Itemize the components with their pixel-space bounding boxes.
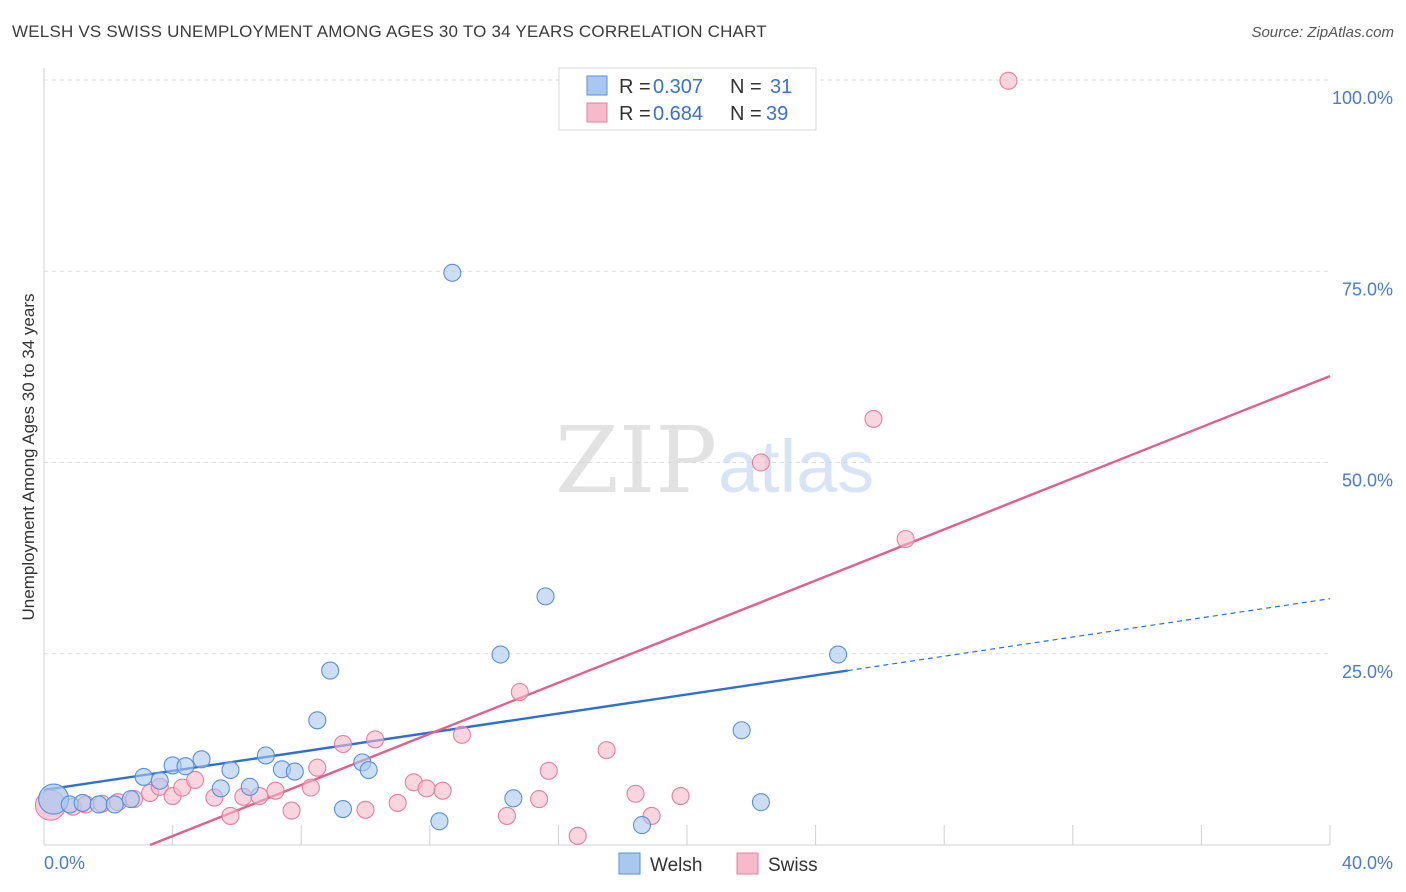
point-swiss-16: [282, 801, 301, 820]
point-welsh-13: [240, 777, 259, 796]
point-swiss-38: [896, 529, 915, 549]
point-swiss-24: [417, 779, 436, 798]
point-swiss-25: [433, 781, 452, 800]
point-welsh-10: [192, 750, 211, 769]
point-welsh-14: [256, 746, 275, 765]
point-swiss-36: [751, 453, 770, 472]
legend-n-value-welsh: 31: [770, 76, 792, 98]
chart-title: WELSH VS SWISS UNEMPLOYMENT AMONG AGES 3…: [12, 22, 767, 41]
point-swiss-32: [597, 741, 616, 760]
data-points: [34, 71, 1018, 845]
legend-r-value-swiss: 0.684: [653, 103, 703, 125]
legend-n-value-swiss: 39: [766, 103, 788, 125]
legend-r-label-welsh: R =: [619, 76, 656, 98]
point-swiss-18: [308, 758, 327, 777]
series-legend: Welsh Swiss: [618, 852, 818, 876]
point-swiss-28: [510, 682, 529, 702]
bottom-legend-label-swiss: Swiss: [768, 855, 818, 876]
point-swiss-35: [671, 786, 690, 806]
point-swiss-19: [333, 734, 353, 754]
point-welsh-28: [732, 721, 751, 740]
x-tick-label-max: 40.0%: [1342, 853, 1393, 873]
point-welsh-3: [89, 795, 108, 814]
point-swiss-31: [568, 826, 587, 845]
point-welsh-12: [221, 760, 240, 780]
point-welsh-2: [73, 793, 92, 812]
point-welsh-24: [491, 645, 510, 664]
y-axis-label: Unemployment Among Ages 30 to 34 years: [19, 294, 38, 621]
point-swiss-22: [388, 793, 407, 812]
point-swiss-27: [497, 806, 517, 825]
trend-line-welsh: [43, 669, 848, 792]
point-swiss-10: [186, 770, 205, 790]
point-welsh-22: [430, 812, 449, 831]
point-swiss-39: [999, 71, 1018, 90]
trend-line-extension-welsh: [847, 598, 1331, 672]
point-welsh-17: [308, 711, 327, 730]
point-swiss-33: [626, 784, 645, 803]
bottom-legend-label-welsh: Welsh: [650, 855, 702, 876]
point-swiss-30: [539, 761, 558, 780]
point-swiss-12: [221, 806, 240, 825]
point-welsh-19: [333, 799, 353, 819]
legend-swatch-welsh: [586, 75, 608, 96]
y-axis-tick-labels: 25.0% 50.0% 75.0% 100.0%: [1332, 88, 1393, 682]
point-swiss-15: [266, 781, 285, 800]
point-swiss-20: [356, 800, 375, 819]
y-tick-label-75: 75.0%: [1342, 279, 1393, 299]
point-welsh-21: [359, 760, 378, 780]
point-welsh-30: [829, 645, 848, 664]
x-axis-ticks: [172, 825, 1331, 845]
legend-n-label-swiss: N =: [730, 103, 767, 125]
point-welsh-23: [443, 263, 462, 282]
point-welsh-4: [105, 795, 124, 814]
bottom-legend-swatch-welsh: [618, 852, 641, 875]
point-welsh-26: [536, 587, 555, 606]
y-tick-label-50: 50.0%: [1342, 471, 1393, 491]
point-welsh-18: [321, 661, 340, 680]
legend-r-value-welsh: 0.307: [653, 76, 703, 98]
legend-n-label-welsh: N =: [730, 76, 767, 98]
watermark-atlas: atlas: [718, 425, 874, 508]
correlation-legend: R = 0.307 N = 31 R = 0.684 N = 39: [558, 67, 817, 131]
point-welsh-29: [751, 793, 770, 812]
point-welsh-16: [285, 762, 304, 781]
point-welsh-9: [176, 757, 195, 776]
point-swiss-26: [452, 725, 472, 744]
point-welsh-6: [134, 767, 153, 786]
chart-source: Source: ZipAtlas.com: [1251, 24, 1394, 41]
legend-r-label-swiss: R =: [619, 103, 656, 125]
point-welsh-7: [150, 771, 169, 790]
y-tick-label-100: 100.0%: [1332, 88, 1393, 108]
point-swiss-17: [301, 778, 320, 797]
legend-swatch-swiss: [586, 102, 608, 123]
point-swiss-21: [366, 730, 385, 749]
point-swiss-37: [864, 409, 883, 428]
point-welsh-27: [632, 816, 652, 835]
point-welsh-5: [121, 790, 140, 809]
point-welsh-11: [211, 779, 230, 798]
y-tick-label-25: 25.0%: [1342, 662, 1393, 682]
point-welsh-25: [504, 789, 523, 808]
bottom-legend-swatch-swiss: [736, 852, 759, 875]
point-swiss-29: [530, 790, 549, 809]
watermark-zip: ZIP: [555, 407, 717, 514]
trend-line-swiss: [149, 374, 1331, 847]
x-tick-label-min: 0.0%: [44, 853, 85, 873]
